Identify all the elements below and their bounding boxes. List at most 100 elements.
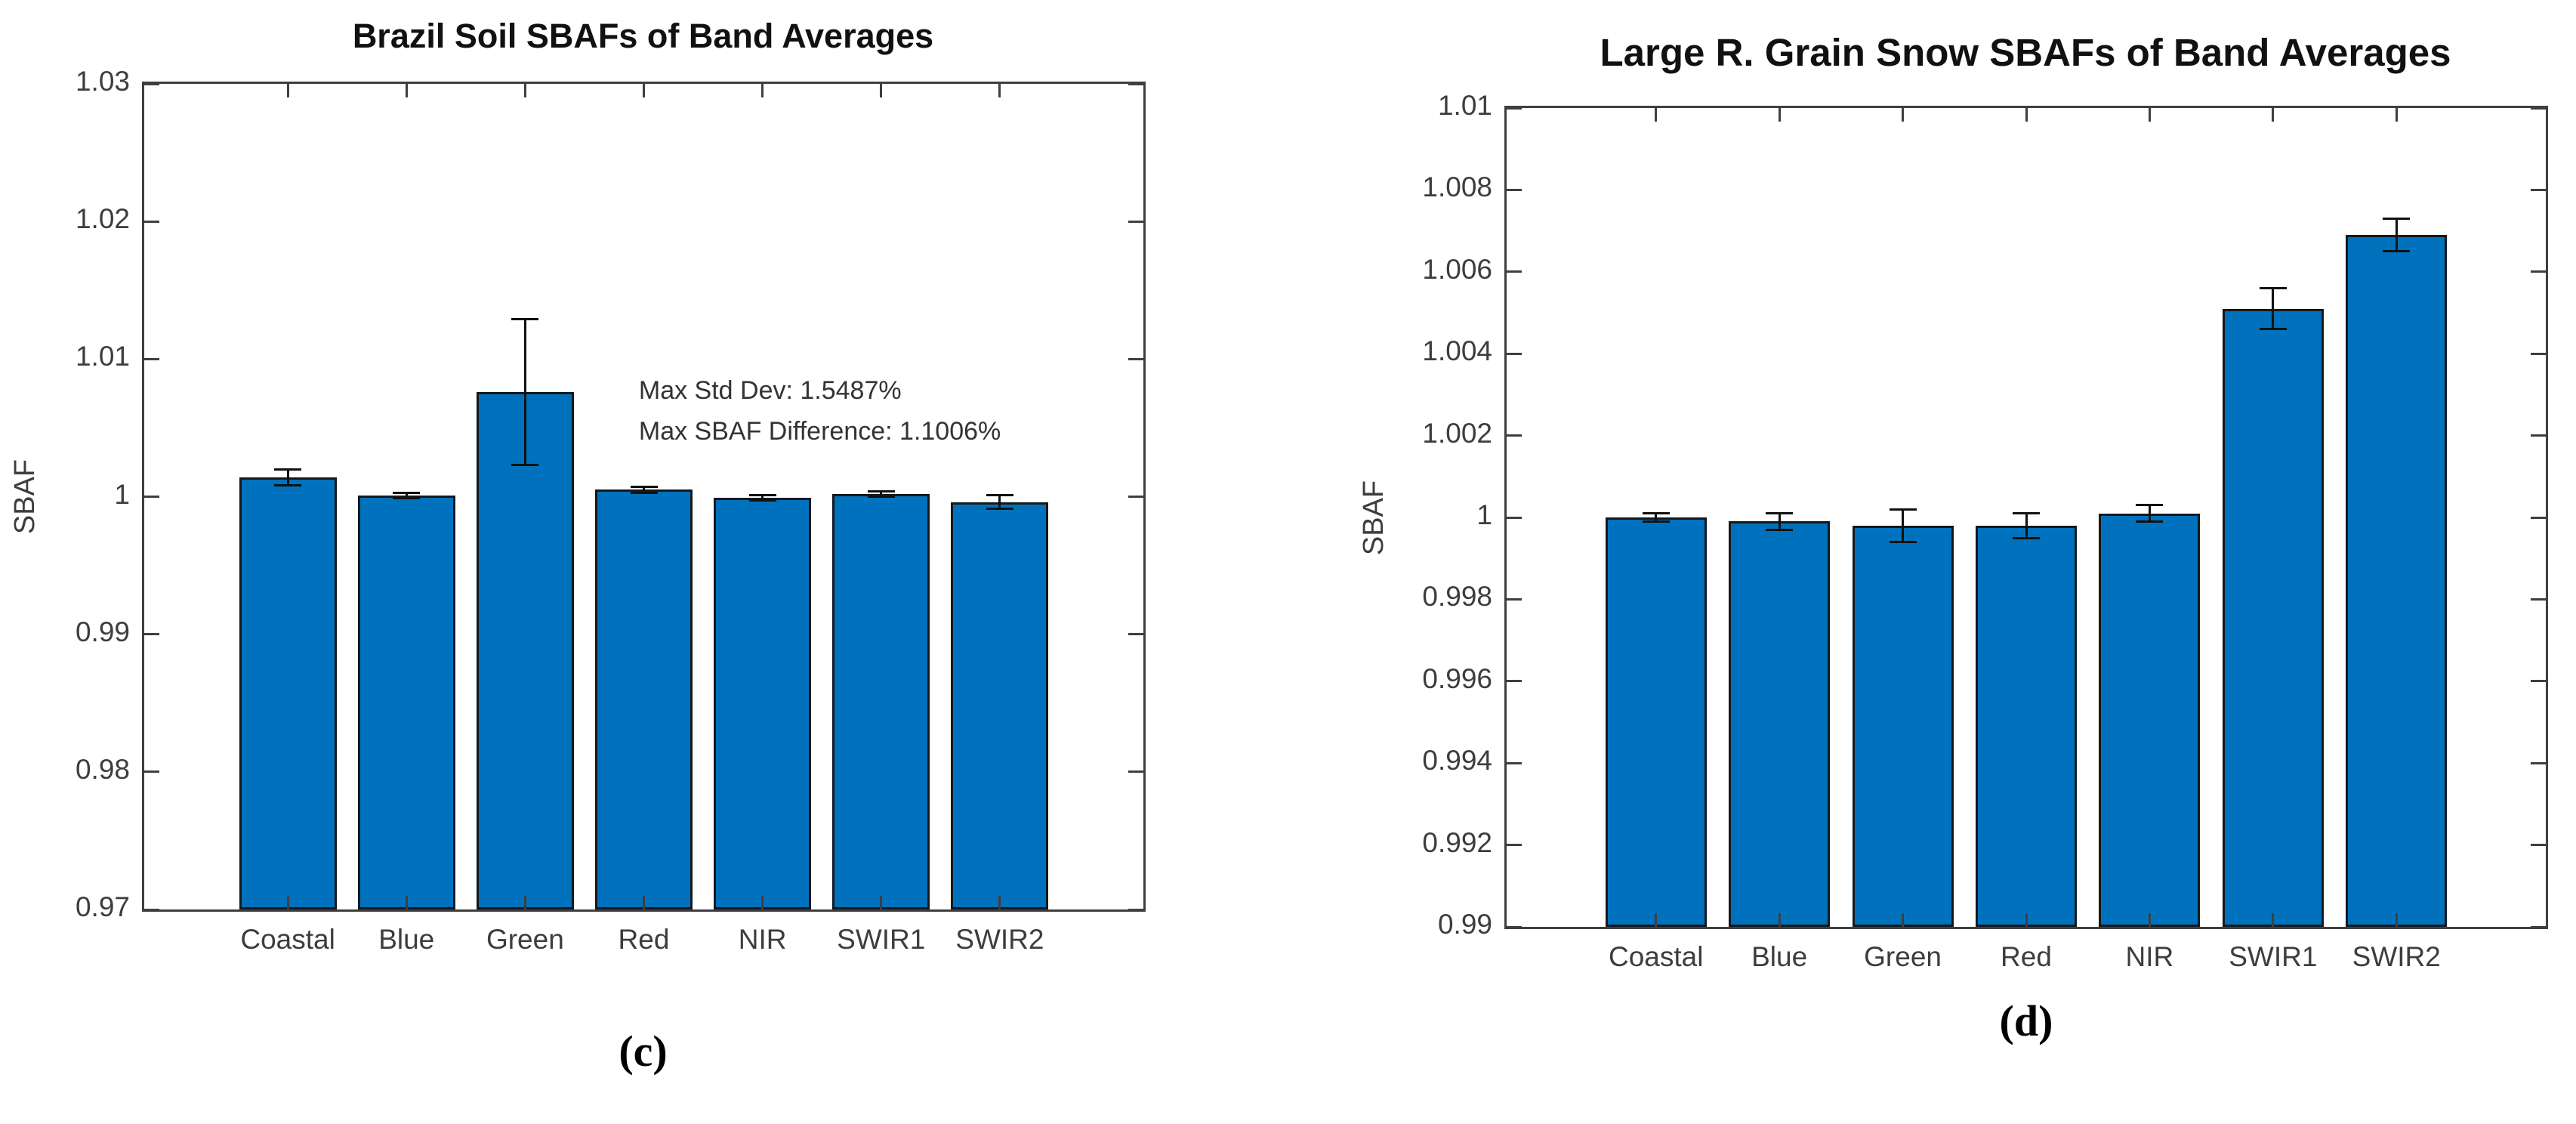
y-tick-label: 1.02 — [75, 203, 130, 235]
y-tick-mark — [144, 770, 159, 774]
error-bar-swir1 — [2272, 288, 2275, 329]
plot-area: Max Std Dev: 1.5487% Max SBAF Difference:… — [142, 82, 1146, 912]
y-tick-mark — [2531, 107, 2546, 110]
y-tick-mark — [1507, 434, 1522, 437]
x-tick-mark — [761, 896, 764, 909]
error-bar-swir2 — [998, 495, 1001, 509]
bar-coastal — [239, 477, 337, 909]
error-bar-coastal — [286, 469, 289, 486]
y-tick-mark — [1128, 82, 1143, 85]
y-tick-mark — [1507, 516, 1522, 519]
error-bar-blue — [1766, 528, 1794, 531]
bar-swir1 — [2222, 308, 2324, 927]
y-tick-mark — [2531, 761, 2546, 764]
x-tick-mark — [2025, 108, 2028, 122]
error-bar-nir — [748, 499, 776, 502]
y-tick-mark — [144, 496, 159, 498]
y-tick-label: 0.996 — [1422, 662, 1492, 694]
x-tick-label-coastal: Coastal — [1609, 941, 1704, 972]
x-tick-mark — [998, 896, 1001, 909]
error-bar-coastal — [274, 484, 302, 487]
error-bar-blue — [1766, 512, 1794, 515]
x-tick-label-nir: NIR — [2125, 941, 2174, 972]
y-tick-mark — [1507, 270, 1522, 273]
x-tick-mark — [286, 896, 289, 909]
y-tick-label: 0.97 — [75, 891, 130, 922]
x-tick-mark — [1902, 108, 1905, 122]
x-tick-mark — [1778, 108, 1781, 122]
x-tick-label-swir1: SWIR1 — [2229, 941, 2318, 972]
x-tick-mark — [998, 84, 1001, 97]
bar-green — [1852, 525, 1954, 927]
error-bar-red — [630, 491, 658, 494]
y-tick-mark — [1128, 220, 1143, 223]
y-tick-label: 1.01 — [75, 341, 130, 372]
subfigure-caption: (c) — [619, 1027, 668, 1076]
x-tick-mark — [523, 896, 526, 909]
y-tick-label: 1.004 — [1422, 335, 1492, 367]
x-tick-mark — [1778, 913, 1781, 927]
subfigure-caption: (d) — [1999, 996, 2053, 1045]
bar-nir — [714, 498, 812, 909]
x-tick-mark — [761, 84, 764, 97]
x-tick-mark — [1655, 913, 1658, 927]
error-bar-swir2 — [986, 508, 1013, 511]
y-tick-mark — [2531, 516, 2546, 519]
x-tick-mark — [2148, 108, 2151, 122]
y-tick-label: 1 — [1476, 499, 1492, 530]
y-tick-mark — [1507, 107, 1522, 110]
y-tick-mark — [2531, 844, 2546, 847]
error-bar-red — [2013, 536, 2040, 539]
error-bar-nir — [2136, 504, 2164, 507]
y-tick-mark — [2531, 270, 2546, 273]
error-bar-swir2 — [986, 494, 1013, 497]
y-tick-label: 1.002 — [1422, 417, 1492, 449]
bar-blue — [357, 495, 455, 909]
x-tick-label-green: Green — [486, 924, 564, 955]
y-tick-labels: 1.01 1.008 1.006 1.004 1.002 1 0.998 0.996 0.994… — [1254, 90, 1494, 940]
error-bar-swir1 — [867, 496, 895, 498]
error-bar-coastal — [1642, 520, 1670, 523]
error-bar-nir — [2136, 520, 2164, 523]
error-bar-nir — [748, 494, 776, 497]
error-bar-green — [511, 464, 539, 467]
x-tick-mark — [2272, 913, 2275, 927]
y-tick-mark — [2531, 680, 2546, 683]
y-tick-mark — [2531, 925, 2546, 928]
y-tick-label: 0.99 — [75, 616, 130, 647]
x-tick-label-green: Green — [1864, 941, 1942, 972]
error-bar-nir — [2148, 505, 2151, 522]
x-tick-mark — [2148, 913, 2151, 927]
error-bar-swir1 — [867, 489, 895, 493]
y-tick-label: 0.99 — [1437, 909, 1492, 940]
x-tick-mark — [2395, 913, 2398, 927]
y-tick-label: 1 — [114, 478, 130, 510]
error-bar-coastal — [1655, 513, 1658, 522]
y-tick-mark — [1128, 770, 1143, 774]
y-tick-label: 1.01 — [1437, 90, 1492, 121]
x-tick-mark — [286, 84, 289, 97]
y-tick-mark — [144, 82, 159, 85]
error-bar-red — [643, 486, 645, 493]
x-tick-mark — [880, 896, 883, 909]
x-tick-mark — [880, 84, 883, 97]
x-tick-label-red: Red — [618, 924, 670, 955]
y-tick-labels: 1.03 1.02 1.01 1 0.99 0.98 0.97 — [0, 66, 131, 922]
y-tick-mark — [1507, 680, 1522, 683]
x-tick-label-blue: Blue — [378, 924, 435, 955]
y-tick-mark — [1507, 761, 1522, 764]
y-tick-label: 0.998 — [1422, 581, 1492, 613]
error-bar-swir1 — [2259, 286, 2287, 289]
error-bar-coastal — [1642, 512, 1670, 515]
y-tick-mark — [1128, 496, 1143, 498]
bar-coastal — [1605, 517, 1707, 927]
x-tick-label-swir2: SWIR2 — [2352, 941, 2441, 972]
y-tick-mark — [1128, 908, 1143, 911]
y-tick-mark — [1128, 633, 1143, 636]
x-tick-label-swir1: SWIR1 — [837, 924, 926, 955]
error-bar-blue — [393, 491, 421, 494]
error-bar-nir — [761, 495, 764, 501]
error-bar-swir2 — [2383, 217, 2411, 220]
x-tick-label-blue: Blue — [1751, 941, 1808, 972]
y-tick-label: 0.98 — [75, 753, 130, 785]
